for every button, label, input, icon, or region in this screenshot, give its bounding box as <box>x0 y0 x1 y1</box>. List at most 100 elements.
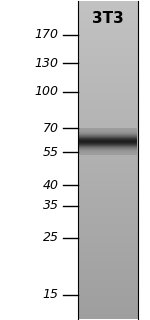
Text: 130: 130 <box>35 57 59 70</box>
Bar <box>78 277 138 279</box>
Bar <box>78 287 138 288</box>
Bar <box>78 317 138 319</box>
Bar <box>78 178 138 179</box>
Bar <box>78 111 138 112</box>
Bar <box>78 100 138 101</box>
Bar <box>78 215 138 217</box>
Bar <box>78 198 138 200</box>
Bar <box>78 90 138 92</box>
Bar <box>78 60 138 62</box>
Bar <box>78 122 138 124</box>
Bar <box>78 163 138 165</box>
Text: 25: 25 <box>43 231 59 244</box>
Bar <box>78 43 138 44</box>
Bar <box>78 276 138 277</box>
Text: 35: 35 <box>43 199 59 212</box>
Bar <box>78 222 138 223</box>
Bar <box>78 128 138 130</box>
Bar <box>78 266 138 268</box>
Bar <box>78 132 138 133</box>
Bar <box>78 105 138 106</box>
Bar <box>78 255 138 257</box>
Bar <box>78 73 138 74</box>
Bar <box>78 112 138 114</box>
Bar <box>78 211 138 212</box>
Bar <box>78 241 138 243</box>
Bar <box>78 116 138 117</box>
Bar <box>78 108 138 109</box>
Bar <box>78 269 138 271</box>
Bar <box>78 187 138 188</box>
Bar <box>78 17 138 19</box>
Bar <box>78 106 138 108</box>
Bar <box>78 252 138 253</box>
Bar <box>78 12 138 14</box>
Bar <box>78 192 138 193</box>
Text: 70: 70 <box>43 122 59 135</box>
Bar <box>78 9 138 11</box>
Bar <box>78 8 138 9</box>
Bar <box>78 268 138 269</box>
Bar <box>78 279 138 281</box>
Bar <box>78 258 138 260</box>
Bar <box>78 225 138 227</box>
Bar <box>78 168 138 170</box>
Bar <box>78 230 138 231</box>
Bar <box>78 25 138 27</box>
Bar <box>78 76 138 77</box>
Bar <box>78 120 138 122</box>
Bar <box>78 39 138 41</box>
Bar <box>78 47 138 49</box>
Bar <box>78 249 138 251</box>
Bar <box>78 174 138 176</box>
Bar <box>78 24 138 25</box>
Bar <box>78 154 138 155</box>
Bar <box>78 182 138 184</box>
Text: 100: 100 <box>35 85 59 98</box>
Bar <box>78 65 138 67</box>
Bar <box>78 273 138 274</box>
Bar <box>78 146 138 147</box>
Bar <box>78 55 138 57</box>
Bar <box>78 247 138 249</box>
Bar <box>78 304 138 306</box>
Bar <box>78 180 138 182</box>
Bar <box>78 144 138 146</box>
Bar <box>78 103 138 105</box>
Bar <box>78 157 138 158</box>
Bar <box>78 235 138 236</box>
Bar <box>78 87 138 89</box>
Bar <box>78 19 138 20</box>
Bar <box>78 316 138 317</box>
Bar <box>78 98 138 100</box>
Bar <box>78 135 138 136</box>
Bar <box>78 265 138 266</box>
Bar <box>78 152 138 154</box>
Bar <box>78 36 138 38</box>
Bar <box>78 312 138 314</box>
Bar <box>78 165 138 166</box>
Bar <box>78 274 138 276</box>
Bar <box>78 138 138 140</box>
Bar <box>78 62 138 63</box>
Bar <box>78 263 138 265</box>
Bar <box>78 20 138 22</box>
Bar <box>78 306 138 308</box>
Bar <box>78 300 138 301</box>
Bar <box>78 140 138 141</box>
Bar <box>78 59 138 60</box>
Bar <box>78 195 138 196</box>
Bar <box>78 35 138 36</box>
Text: 15: 15 <box>43 288 59 301</box>
Bar <box>78 51 138 52</box>
Bar <box>78 209 138 211</box>
Bar <box>78 271 138 273</box>
Bar <box>78 261 138 263</box>
Bar <box>78 228 138 230</box>
Bar <box>78 136 138 138</box>
Bar <box>78 147 138 149</box>
Bar <box>78 188 138 190</box>
Bar <box>78 246 138 247</box>
Bar <box>78 130 138 132</box>
Bar <box>78 46 138 47</box>
